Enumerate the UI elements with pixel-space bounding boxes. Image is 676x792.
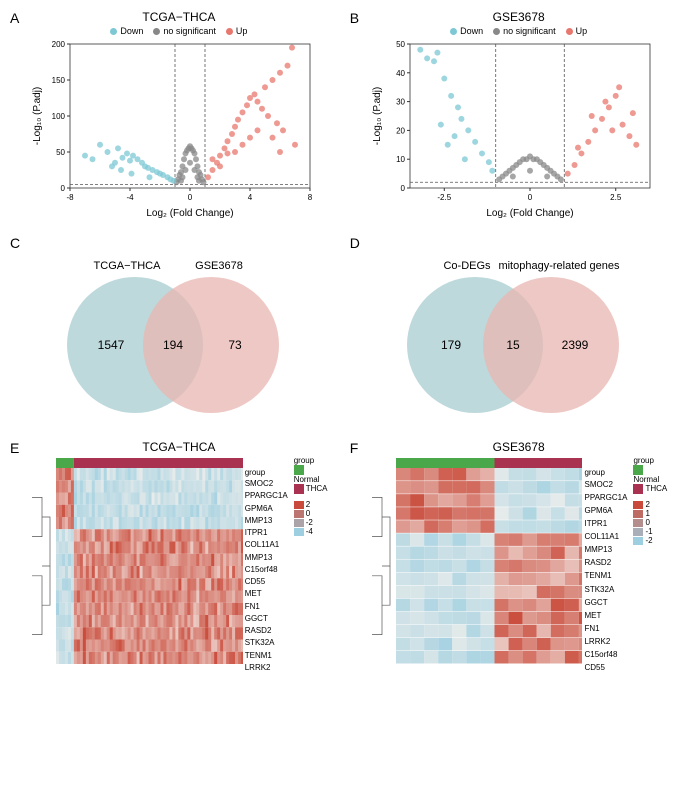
- svg-text:20: 20: [396, 126, 405, 135]
- svg-text:50: 50: [56, 148, 65, 157]
- panel-a: A TCGA−THCA Down no significant Up -8 -4 0…: [10, 10, 330, 220]
- svg-text:100: 100: [52, 112, 66, 121]
- heatmap-e: [28, 456, 243, 666]
- venn-c: TCGA−THCA GSE3678 1547 194 73: [28, 235, 318, 425]
- panel-e: E TCGA−THCA groupSMOC2PPARGC1AGPM6AMMP13…: [10, 440, 330, 674]
- volcano-plot-b: -2.5 0 2.5 0 10 20 30 40 50 Log₂ (Fold Change) -Lo…: [368, 40, 658, 220]
- svg-text:4: 4: [248, 193, 253, 202]
- panel-d: D Co-DEGs mitophagy-related genes 179 15 239…: [350, 235, 670, 425]
- down-dot: [110, 28, 117, 35]
- svg-text:-Log₁₀ (P.adj): -Log₁₀ (P.adj): [32, 87, 43, 145]
- svg-text:8: 8: [308, 193, 313, 202]
- panel-c: C TCGA−THCA GSE3678 1547 194 73: [10, 235, 330, 425]
- svg-text:179: 179: [441, 338, 461, 352]
- gene-list-e: groupSMOC2PPARGC1AGPM6AMMP13ITPR1COL11A1…: [245, 456, 288, 674]
- panel-f-label: F: [350, 440, 359, 456]
- svg-text:0: 0: [528, 193, 533, 202]
- panel-f-title: GSE3678: [368, 440, 670, 454]
- legend-e: group Normal THCA 20-2-4: [294, 456, 330, 536]
- panel-e-title: TCGA−THCA: [28, 440, 330, 454]
- volcano-plot-a: -8 -4 0 4 8 0 50 100 150 200 Log₂ (Fold Change) -Lo…: [28, 40, 318, 220]
- svg-text:40: 40: [396, 69, 405, 78]
- svg-text:Log₂ (Fold Change): Log₂ (Fold Change): [146, 208, 233, 219]
- svg-text:50: 50: [396, 40, 405, 49]
- svg-text:-4: -4: [126, 193, 134, 202]
- svg-text:Log₂ (Fold Change): Log₂ (Fold Change): [486, 208, 573, 219]
- panel-a-title: TCGA−THCA: [28, 10, 330, 24]
- legend-f: group Normal THCA 210-1-2: [633, 456, 669, 545]
- svg-text:2399: 2399: [561, 338, 588, 352]
- svg-text:150: 150: [52, 76, 66, 85]
- panel-d-label: D: [350, 235, 360, 251]
- svg-text:Co-DEGs: Co-DEGs: [443, 260, 491, 272]
- svg-text:2.5: 2.5: [610, 193, 622, 202]
- panel-c-label: C: [10, 235, 20, 251]
- svg-text:73: 73: [228, 338, 242, 352]
- panel-b-legend: Down no significant Up: [368, 26, 670, 36]
- svg-text:GSE3678: GSE3678: [195, 260, 243, 272]
- up-dot: [226, 28, 233, 35]
- svg-text:-2.5: -2.5: [437, 193, 451, 202]
- svg-text:194: 194: [163, 338, 183, 352]
- panel-a-legend: Down no significant Up: [28, 26, 330, 36]
- panel-b-label: B: [350, 10, 359, 26]
- panel-b: B GSE3678 Down no significant Up -2.5 0 2.…: [350, 10, 670, 220]
- svg-text:-Log₁₀ (P.adj): -Log₁₀ (P.adj): [372, 87, 383, 145]
- svg-text:TCGA−THCA: TCGA−THCA: [94, 260, 162, 272]
- svg-text:0: 0: [188, 193, 193, 202]
- heatmap-f: [368, 456, 583, 666]
- svg-text:1547: 1547: [98, 338, 125, 352]
- svg-text:10: 10: [396, 155, 405, 164]
- svg-text:30: 30: [396, 98, 405, 107]
- panel-f: F GSE3678 groupSMOC2PPARGC1AGPM6AITPR1CO…: [350, 440, 670, 674]
- svg-text:-8: -8: [66, 193, 74, 202]
- panel-b-title: GSE3678: [368, 10, 670, 24]
- svg-text:0: 0: [400, 184, 405, 193]
- figure-grid: A TCGA−THCA Down no significant Up -8 -4 0…: [10, 10, 666, 674]
- svg-text:0: 0: [61, 184, 66, 193]
- nosig-dot: [153, 28, 160, 35]
- gene-list-f: groupSMOC2PPARGC1AGPM6AITPR1COL11A1MMP13…: [584, 456, 627, 674]
- svg-text:15: 15: [506, 338, 520, 352]
- panel-a-label: A: [10, 10, 19, 26]
- venn-d: Co-DEGs mitophagy-related genes 179 15 2399: [368, 235, 658, 425]
- svg-text:200: 200: [52, 40, 66, 49]
- svg-text:mitophagy-related genes: mitophagy-related genes: [498, 260, 620, 272]
- panel-e-label: E: [10, 440, 19, 456]
